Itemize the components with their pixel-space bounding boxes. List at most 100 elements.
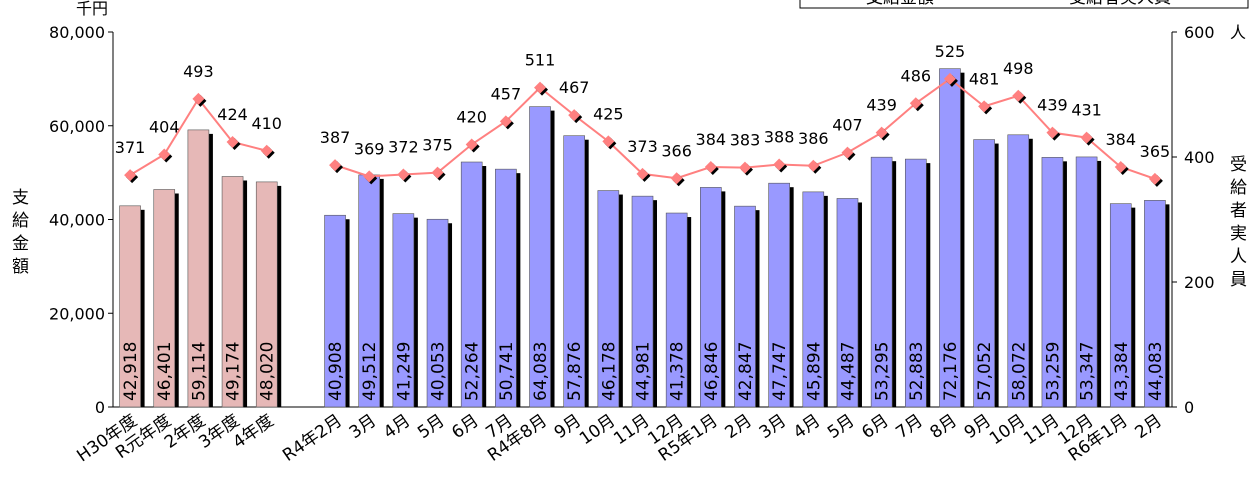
bar-value-label: 53,347 (1078, 342, 1098, 401)
bar (1007, 134, 1030, 408)
bar-value-label: 57,876 (565, 342, 585, 401)
bar-value-label: 52,264 (463, 342, 483, 401)
bar (836, 198, 859, 408)
bar-value-label: 40,908 (326, 342, 346, 401)
bar (255, 181, 278, 408)
line-marker (499, 115, 512, 128)
line-value-label: 386 (798, 129, 829, 148)
bar-value-label: 42,918 (121, 342, 141, 401)
bar (802, 191, 825, 408)
x-tick-label: 2月 (722, 411, 756, 443)
line-value-label: 410 (251, 114, 282, 133)
line-marker (397, 168, 410, 181)
line-value-label: 493 (183, 62, 214, 81)
line-marker (260, 144, 273, 157)
bar (153, 189, 176, 408)
bar (870, 156, 893, 408)
bar-value-label: 46,178 (599, 342, 619, 401)
bar-value-label: 46,846 (702, 342, 722, 401)
bar-value-label: 52,883 (907, 342, 927, 401)
bar (768, 182, 790, 408)
bar-value-label: 50,741 (497, 342, 517, 401)
x-tick-label: 3月 (346, 411, 380, 443)
y-tick-label: 60,000 (49, 117, 105, 136)
bar-value-label: 49,174 (224, 342, 244, 401)
x-tick-label: 8月 (927, 411, 961, 443)
bar (939, 68, 961, 408)
line-value-label: 366 (661, 141, 692, 160)
bar (631, 195, 654, 408)
legend-label-line: 受給者実人員 (1069, 0, 1171, 8)
bar-value-label: 59,114 (189, 342, 209, 401)
line-value-label: 431 (1071, 101, 1102, 120)
bar-value-label: 41,378 (668, 342, 688, 401)
bar (119, 205, 141, 408)
y-tick-label: 0 (95, 398, 105, 417)
legend: 支給金額 受給者実人員 (799, 0, 1249, 9)
bar-value-label: 44,487 (838, 342, 858, 401)
bar (1041, 157, 1064, 408)
line-value-label: 373 (627, 137, 658, 156)
bar-value-label: 43,384 (1112, 342, 1132, 401)
x-tick-label: 6月 (448, 411, 482, 443)
y2-tick-label: 0 (1184, 398, 1194, 417)
line-marker (841, 146, 854, 159)
legend-label-bar: 支給金額 (866, 0, 934, 8)
bar-value-label: 64,083 (531, 342, 551, 401)
line-marker (1148, 172, 1161, 185)
bar (392, 213, 415, 408)
bar (904, 158, 927, 408)
line-value-label: 511 (525, 51, 556, 70)
bar-value-label: 47,747 (770, 342, 790, 401)
line-marker (226, 136, 239, 148)
bar-value-label: 48,020 (258, 342, 278, 401)
line-value-label: 439 (1037, 96, 1068, 115)
bar (734, 205, 756, 408)
bar-value-label: 40,053 (429, 342, 449, 401)
line-marker (465, 138, 478, 151)
line-marker (124, 169, 137, 182)
line-value-label: 372 (388, 138, 419, 157)
bar-series (119, 68, 1170, 408)
bar-value-label: 42,847 (736, 342, 756, 401)
line-value-label: 387 (320, 128, 351, 147)
line-value-label: 365 (1140, 142, 1171, 161)
x-tick-label: R4年2月 (279, 411, 346, 466)
line-marker (738, 161, 751, 174)
line-value-label: 384 (696, 130, 727, 149)
bar-value-label: 45,894 (804, 342, 824, 401)
line-value-label: 525 (935, 42, 966, 61)
x-tick-label: 3月 (756, 411, 790, 443)
y2-tick-label: 400 (1184, 148, 1215, 167)
line-marker (909, 97, 922, 110)
line-marker (670, 172, 683, 185)
bar-value-label: 41,249 (394, 342, 414, 401)
line-marker (602, 135, 615, 148)
y2-axis-ticks: 0 200 400 600 (1172, 23, 1215, 417)
bar-value-label: 53,295 (873, 342, 893, 401)
bar (1109, 203, 1132, 408)
y-axis-title: 支給金額 (8, 188, 29, 280)
bar (460, 161, 483, 408)
bar-value-label: 58,072 (1009, 342, 1029, 401)
y2-axis-title: 受給者実人員 (1226, 155, 1247, 293)
y2-unit-label: 人 (1230, 23, 1246, 42)
bar (187, 129, 210, 408)
x-tick-label: 4月 (790, 411, 824, 443)
bar (597, 190, 620, 408)
line-marker (534, 81, 547, 94)
line-marker (1012, 89, 1025, 102)
line-value-label: 467 (559, 78, 590, 97)
bar (221, 176, 244, 408)
bar-value-label: 72,176 (941, 342, 961, 401)
line-marker (978, 100, 991, 113)
line-value-label: 383 (730, 131, 761, 150)
x-tick-label: 6月 (858, 411, 892, 443)
bar (495, 168, 517, 408)
line-marker (1114, 161, 1127, 173)
y2-tick-label: 200 (1184, 273, 1215, 292)
y-tick-label: 80,000 (49, 23, 105, 42)
